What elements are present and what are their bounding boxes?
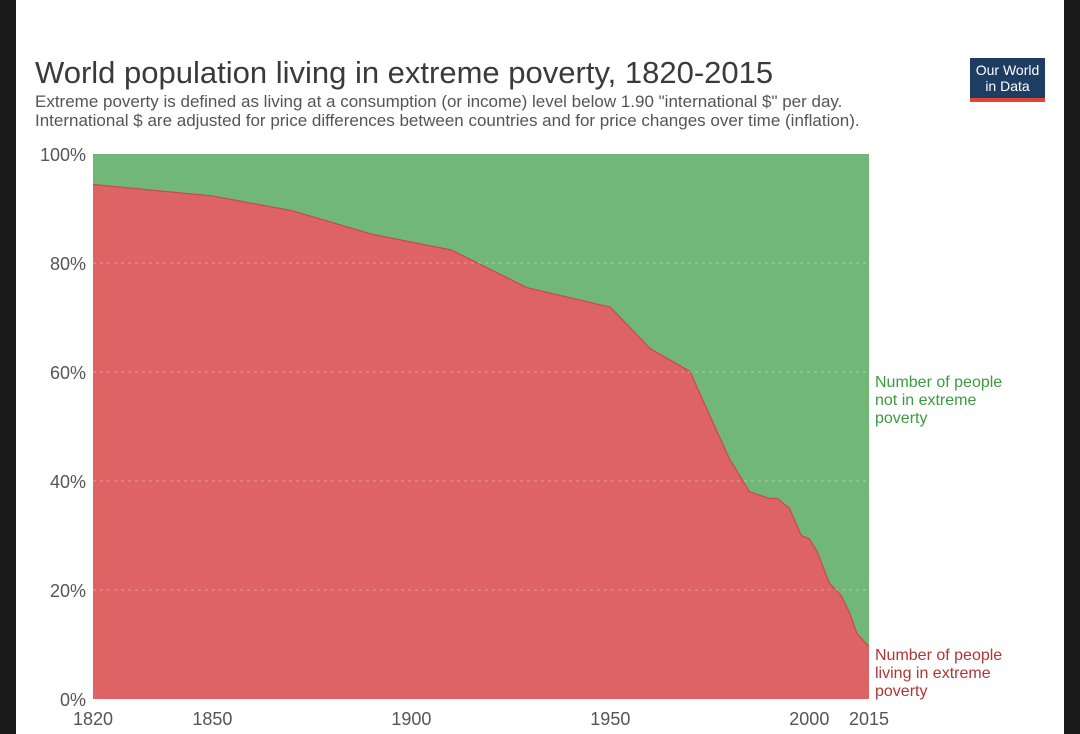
y-tick-label-80: 80%	[50, 254, 86, 274]
not-in-poverty-label-line-3: poverty	[875, 410, 927, 427]
chart-title: World population living in extreme pover…	[35, 55, 774, 90]
x-tick-label-1900: 1900	[391, 709, 431, 729]
extreme-poverty-area	[93, 184, 869, 699]
y-tick-label-40: 40%	[50, 472, 86, 492]
x-tick-label-2015: 2015	[849, 709, 889, 729]
x-tick-label-1950: 1950	[590, 709, 630, 729]
not-in-poverty-label-line-1: Number of people	[875, 374, 1002, 391]
not-in-poverty-label-line-2: not in extreme	[875, 392, 976, 409]
poverty-boundary-line	[92, 183, 870, 648]
x-tick-label-1850: 1850	[192, 709, 232, 729]
y-tick-label-60: 60%	[50, 363, 86, 383]
chart-subtitle-line-1: Extreme poverty is defined as living at …	[35, 92, 843, 111]
in-poverty-label-line-3: poverty	[875, 683, 927, 700]
y-tick-label-0: 0%	[60, 690, 86, 710]
logo-line-2: in Data	[985, 78, 1030, 94]
x-tick-label-1820: 1820	[73, 709, 113, 729]
y-tick-label-100: 100%	[40, 145, 86, 165]
in-poverty-label-line-2: living in extreme	[875, 665, 991, 682]
x-tick-label-2000: 2000	[789, 709, 829, 729]
our-world-in-data-logo[interactable]: Our World in Data	[970, 58, 1045, 102]
in-poverty-label-line-1: Number of people	[875, 647, 1002, 664]
y-tick-label-20: 20%	[50, 581, 86, 601]
not-in-poverty-area	[93, 154, 869, 647]
logo-line-1: Our World	[975, 62, 1040, 78]
chart-subtitle-line-2: International $ are adjusted for price d…	[35, 111, 860, 130]
